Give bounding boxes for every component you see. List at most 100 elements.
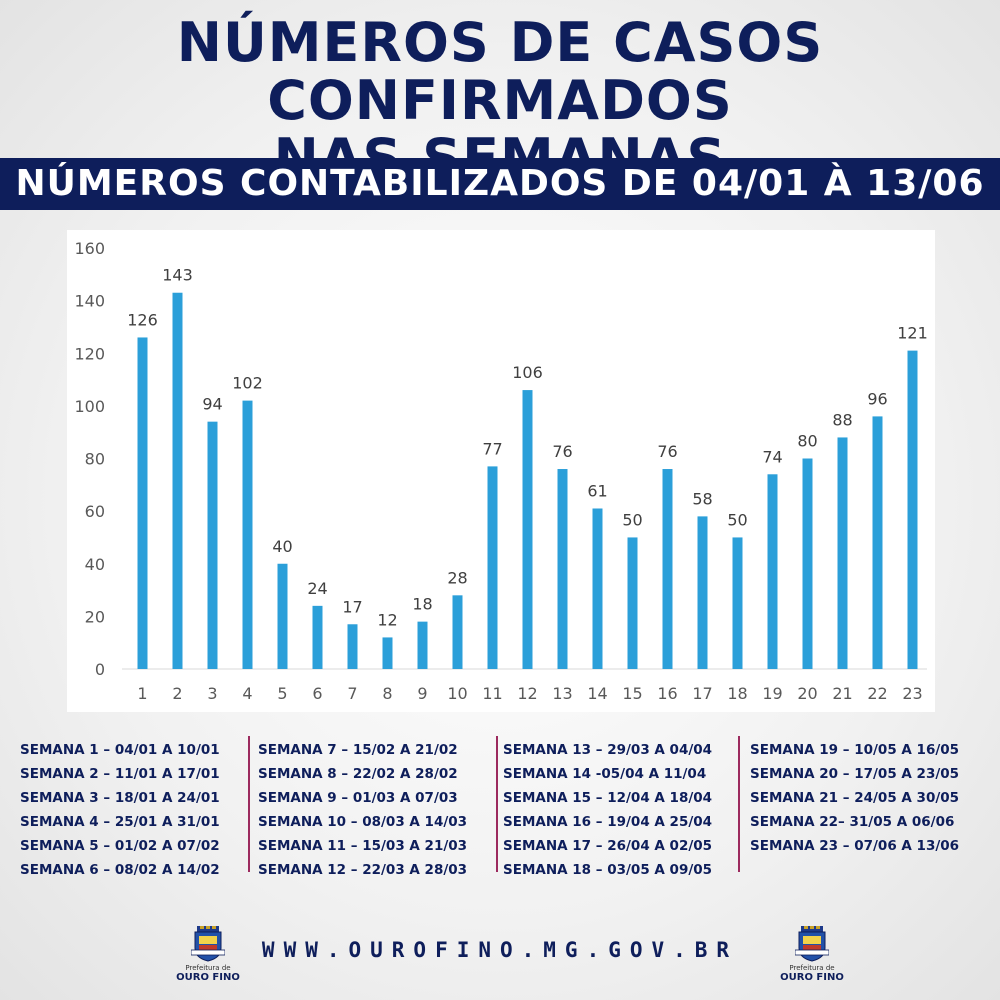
legend-item: SEMANA 17 – 26/04 A 02/05 xyxy=(503,838,713,854)
bar xyxy=(417,621,428,669)
x-tick-label: 6 xyxy=(312,684,322,703)
data-label: 96 xyxy=(867,389,887,408)
legend-item: SEMANA 2 – 11/01 A 17/01 xyxy=(20,766,220,782)
x-tick-label: 18 xyxy=(727,684,747,703)
bar xyxy=(347,624,358,669)
legend-item: SEMANA 6 – 08/02 A 14/02 xyxy=(20,862,220,878)
bar xyxy=(627,537,638,669)
data-label: 12 xyxy=(377,610,397,629)
x-tick-label: 11 xyxy=(482,684,502,703)
bar xyxy=(522,390,533,669)
legend-item: SEMANA 7 – 15/02 A 21/02 xyxy=(258,742,458,758)
data-label: 76 xyxy=(657,442,677,461)
x-tick-label: 22 xyxy=(867,684,887,703)
bar xyxy=(277,563,288,669)
bar xyxy=(907,350,918,669)
y-tick-label: 140 xyxy=(74,292,105,311)
legend-item: SEMANA 8 – 22/02 A 28/02 xyxy=(258,766,458,782)
x-tick-label: 10 xyxy=(447,684,467,703)
data-label: 58 xyxy=(692,489,712,508)
data-label: 126 xyxy=(127,310,158,329)
legend-item: SEMANA 5 – 01/02 A 07/02 xyxy=(20,838,220,854)
bar xyxy=(802,458,813,669)
bar xyxy=(592,508,603,669)
x-tick-label: 1 xyxy=(137,684,147,703)
legend-column-1: SEMANA 1 – 04/01 A 10/01 SEMANA 2 – 11/01… xyxy=(20,738,220,882)
data-label: 77 xyxy=(482,439,502,458)
logo-big-text: OURO FINO xyxy=(780,972,844,983)
x-tick-label: 20 xyxy=(797,684,817,703)
legend-item: SEMANA 4 – 25/01 A 31/01 xyxy=(20,814,220,830)
x-tick-label: 17 xyxy=(692,684,712,703)
y-tick-label: 120 xyxy=(74,344,105,363)
logo-big-text: OURO FINO xyxy=(176,972,240,983)
bar xyxy=(872,416,883,669)
legend-item: SEMANA 12 – 22/03 A 28/03 xyxy=(258,862,468,878)
legend-column-3: SEMANA 13 – 29/03 A 04/04 SEMANA 14 -05/0… xyxy=(503,738,712,882)
y-tick-label: 80 xyxy=(85,450,105,469)
bar xyxy=(767,474,778,669)
bar-chart: 0 20 40 60 80 100 120 140 160 126 1 143 2 94 3 102 4 40 5 2… xyxy=(67,230,935,712)
data-label: 74 xyxy=(762,447,782,466)
data-label: 88 xyxy=(832,410,852,429)
legend-item: SEMANA 14 -05/04 A 11/04 xyxy=(503,766,707,782)
bar xyxy=(662,469,673,669)
x-tick-label: 21 xyxy=(832,684,852,703)
bar xyxy=(487,466,498,669)
legend-item: SEMANA 1 – 04/01 A 10/01 xyxy=(20,742,220,758)
legend-item: SEMANA 3 – 18/01 A 24/01 xyxy=(20,790,220,806)
bar xyxy=(207,421,218,669)
bar xyxy=(172,292,183,669)
legend-item: SEMANA 11 – 15/03 A 21/03 xyxy=(258,838,468,854)
bar-chart-svg: 0204060801001201401601261143294310244052… xyxy=(74,239,927,703)
legend-divider xyxy=(738,736,740,872)
legend-column-4: SEMANA 19 – 10/05 A 16/05 SEMANA 20 – 17/… xyxy=(750,738,959,858)
city-coat-of-arms-icon xyxy=(191,926,225,962)
data-label: 17 xyxy=(342,597,362,616)
title-line-1: NÚMEROS DE CASOS CONFIRMADOS xyxy=(176,11,824,132)
x-tick-label: 13 xyxy=(552,684,572,703)
y-tick-label: 0 xyxy=(95,660,105,679)
logo-small-text: Prefeitura de xyxy=(185,964,231,972)
bar xyxy=(382,637,393,669)
x-tick-label: 5 xyxy=(277,684,287,703)
x-tick-label: 16 xyxy=(657,684,677,703)
city-coat-of-arms-icon xyxy=(795,926,829,962)
legend-item: SEMANA 13 – 29/03 A 04/04 xyxy=(503,742,713,758)
x-tick-label: 23 xyxy=(902,684,922,703)
legend-item: SEMANA 16 – 19/04 A 25/04 xyxy=(503,814,713,830)
data-label: 18 xyxy=(412,595,432,614)
bar xyxy=(452,595,463,669)
bar xyxy=(242,400,253,669)
data-label: 80 xyxy=(797,432,817,451)
x-tick-label: 15 xyxy=(622,684,642,703)
bar xyxy=(312,605,323,669)
logo-left: Prefeitura de OURO FINO xyxy=(173,926,243,986)
bar xyxy=(697,516,708,669)
legend-item: SEMANA 22– 31/05 A 06/06 xyxy=(750,814,955,830)
x-tick-label: 12 xyxy=(517,684,537,703)
bar xyxy=(137,337,148,669)
y-tick-label: 100 xyxy=(74,397,105,416)
legend-item: SEMANA 9 – 01/03 A 07/03 xyxy=(258,790,458,806)
data-label: 28 xyxy=(447,568,467,587)
data-label: 143 xyxy=(162,266,193,285)
logo-right: Prefeitura de OURO FINO xyxy=(777,926,847,986)
bar xyxy=(732,537,743,669)
x-tick-label: 7 xyxy=(347,684,357,703)
y-tick-label: 40 xyxy=(85,555,105,574)
x-tick-label: 2 xyxy=(172,684,182,703)
legend-item: SEMANA 18 – 03/05 A 09/05 xyxy=(503,862,713,878)
bar xyxy=(557,469,568,669)
date-range-banner: NÚMEROS CONTABILIZADOS DE 04/01 À 13/06 xyxy=(0,158,1000,210)
legend-item: SEMANA 21 – 24/05 A 30/05 xyxy=(750,790,960,806)
data-label: 106 xyxy=(512,363,543,382)
data-label: 102 xyxy=(232,374,263,393)
website-url: WWW.OUROFINO.MG.GOV.BR xyxy=(261,938,739,962)
data-label: 50 xyxy=(622,510,642,529)
y-tick-label: 60 xyxy=(85,502,105,521)
x-tick-label: 9 xyxy=(417,684,427,703)
x-tick-label: 3 xyxy=(207,684,217,703)
legend-item: SEMANA 19 – 10/05 A 16/05 xyxy=(750,742,960,758)
legend-divider xyxy=(496,736,498,872)
